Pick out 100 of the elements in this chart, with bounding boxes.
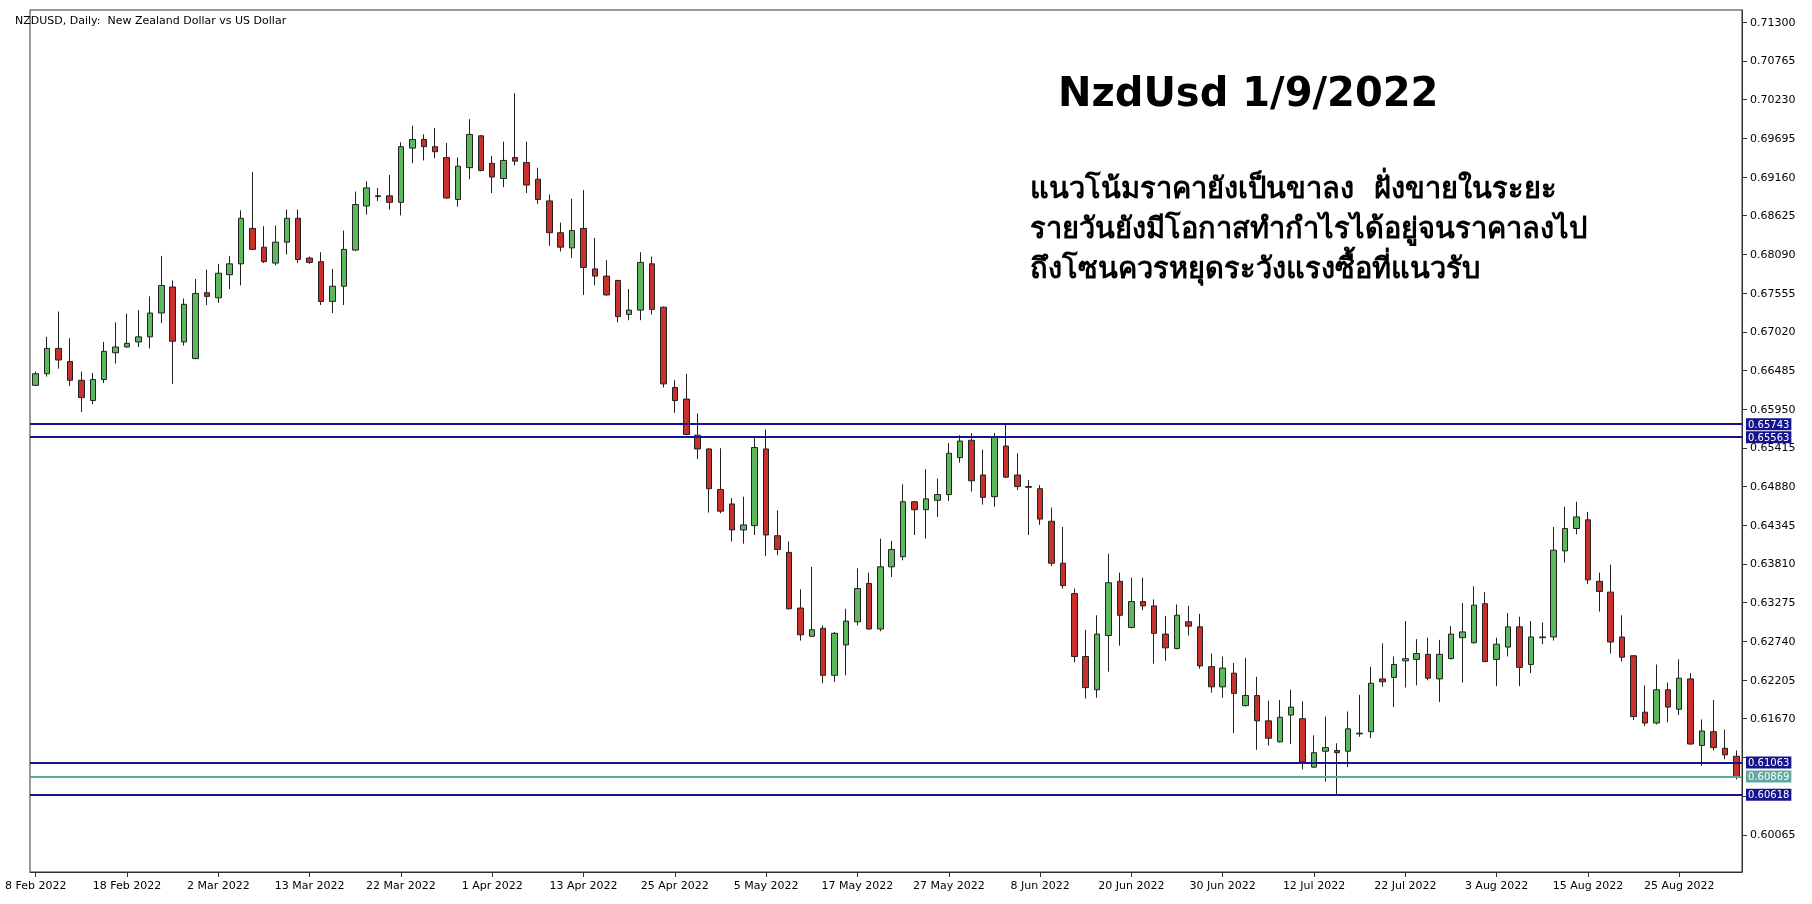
candlestick	[820, 624, 826, 684]
candlestick	[67, 337, 73, 387]
candlestick	[1665, 682, 1671, 723]
candlestick	[192, 278, 199, 360]
candlestick	[1402, 620, 1409, 689]
candlestick	[1642, 684, 1648, 727]
candlestick	[717, 447, 724, 514]
annotation: แนวโน้มราคายังเป็นขาลง ฝั่งขายในระยะ รายวันยังมีโอกาสทำกำไรได้อยู่จนราคาลงไป ถึงโซนควรหยุดระวังแรงซื้อที่แนวรับ	[1030, 167, 1587, 286]
candlestick	[226, 255, 233, 290]
candlestick	[352, 191, 359, 252]
candlestick	[261, 225, 267, 264]
candlestick	[1356, 694, 1363, 738]
candlestick	[1676, 658, 1682, 716]
candlestick	[774, 509, 781, 556]
candlestick	[135, 309, 142, 348]
candlestick	[1539, 622, 1546, 645]
ref-line-label: 0.65743	[1748, 418, 1790, 430]
y-tick-label: 0.63810	[1750, 557, 1796, 571]
ref-line-label: 0.60618	[1748, 789, 1790, 801]
y-tick-label: 0.70230	[1750, 93, 1796, 107]
candlestick	[980, 449, 986, 506]
candlestick	[478, 134, 484, 172]
candlestick	[1345, 710, 1351, 768]
candlestick	[1516, 616, 1523, 687]
candlestick	[204, 269, 210, 306]
candlestick	[569, 198, 575, 259]
candlestick	[455, 157, 461, 208]
candlestick	[797, 588, 804, 642]
candlestick	[55, 311, 62, 370]
candlestick	[1448, 625, 1454, 660]
candlestick	[934, 478, 941, 518]
candlestick	[831, 631, 838, 683]
candlestick	[466, 118, 473, 180]
candlestick	[90, 372, 96, 405]
y-tick-label: 0.62205	[1750, 673, 1796, 687]
candlestick	[923, 468, 929, 540]
candlestick	[683, 373, 690, 436]
candlestick	[295, 209, 301, 264]
candlestick	[1071, 588, 1078, 663]
x-tick-label: 18 Feb 2022	[92, 879, 162, 892]
y-tick-label: 0.67020	[1750, 325, 1796, 339]
x-tick-label: 12 Jul 2022	[1282, 879, 1346, 892]
candlestick	[1722, 729, 1728, 760]
candlestick	[637, 251, 644, 321]
candlestick	[957, 434, 963, 464]
candlestick	[1505, 612, 1511, 657]
candlestick	[306, 256, 313, 265]
candlestick	[1185, 605, 1192, 637]
candlestick	[284, 209, 290, 255]
candlestick	[672, 379, 678, 414]
candlestick	[660, 305, 667, 388]
candlestick	[991, 432, 998, 508]
candlestick	[706, 447, 712, 514]
y-tick-label: 0.63275	[1750, 596, 1796, 610]
candlestick	[1471, 585, 1477, 644]
y-tick-label: 0.69160	[1750, 170, 1796, 184]
x-tick-label: 2 Mar 2022	[186, 879, 250, 892]
candlestick	[729, 497, 735, 543]
candlestick	[169, 279, 176, 385]
candlestick	[421, 133, 427, 161]
candlestick	[1653, 663, 1660, 725]
candlestick	[1060, 526, 1066, 590]
candlestick	[1231, 662, 1237, 734]
candlestick	[1425, 637, 1431, 681]
candlestick	[341, 230, 347, 306]
chart-title: NZDUSD, Daily: New Zealand Dollar vs US Dollar	[15, 14, 287, 27]
x-tick-label: 20 Jun 2022	[1098, 879, 1165, 892]
x-tick-label: 27 May 2022	[912, 879, 985, 892]
y-tick-label: 0.69695	[1750, 131, 1796, 145]
candlestick	[489, 155, 495, 194]
ref-line-label: 0.61063	[1748, 757, 1790, 769]
candlestick	[1493, 637, 1500, 687]
y-tick-label: 0.65950	[1750, 402, 1796, 416]
candlestick	[512, 92, 518, 166]
candlestick	[1140, 577, 1146, 611]
candlestick	[649, 256, 655, 315]
candlestick	[626, 288, 632, 321]
candlestick	[809, 566, 815, 638]
x-tick-label: 1 Apr 2022	[461, 879, 523, 892]
candlestick	[1379, 642, 1386, 688]
y-tick-label: 0.68090	[1750, 247, 1796, 261]
candlestick	[363, 180, 370, 216]
candlestick	[44, 336, 50, 378]
candlestick	[318, 251, 324, 306]
ref-line-label: 0.60869	[1748, 771, 1790, 783]
candlestick	[1151, 598, 1157, 665]
x-tick-label: 22 Jul 2022	[1374, 879, 1437, 892]
candlestick	[1288, 689, 1294, 745]
x-tick-label: 25 Aug 2022	[1643, 879, 1715, 892]
candlestick	[900, 483, 906, 561]
candlestick	[386, 174, 393, 211]
candlestick	[1391, 656, 1397, 708]
candlestick	[1528, 620, 1534, 674]
y-tick-label: 0.64880	[1750, 480, 1796, 494]
ref-line-label: 0.65563	[1748, 431, 1790, 443]
y-tick-label: 0.64345	[1750, 518, 1796, 532]
candlestick	[535, 167, 541, 205]
candlestick	[843, 608, 849, 676]
candlestick	[1208, 653, 1215, 694]
candlestick	[249, 171, 256, 251]
